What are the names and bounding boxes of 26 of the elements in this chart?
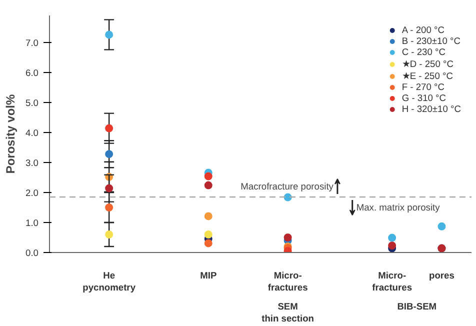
y-tick-label: 2.0 [26, 188, 38, 198]
legend-label: G - 310 °C [402, 93, 446, 103]
legend-label: ★E - 250 °C [402, 70, 453, 81]
x-tick-label: MIP [200, 270, 217, 280]
y-axis-title: Porosity vol% [4, 94, 18, 174]
legend-label: ★D - 250 °C [402, 58, 454, 69]
x-tick-label: Micro- fractures [372, 270, 412, 292]
legend-label: B - 230±10 °C [402, 36, 460, 46]
y-tick-label: 0.0 [26, 248, 38, 258]
y-tick-label: 6.0 [26, 68, 38, 78]
y-tick-label: 5.0 [26, 98, 38, 108]
text: SEM thin section [262, 302, 314, 324]
x-tick-label: He pycnometry [82, 270, 136, 292]
x-tick-label: pores [429, 270, 454, 280]
y-tick-label: 7.0 [26, 38, 38, 48]
legend-label: F - 270 °C [402, 82, 444, 92]
x-tick-label: Micro- fractures [268, 270, 308, 292]
y-tick-label: 4.0 [26, 128, 38, 138]
y-tick-label: 3.0 [26, 158, 38, 168]
text: BIB-SEM [397, 302, 437, 312]
legend-label: C - 230 °C [402, 47, 446, 57]
annotation: Macrofracture porosity [240, 182, 334, 192]
y-tick-label: 1.0 [26, 218, 38, 228]
legend-label: H - 320±10 °C [402, 104, 461, 114]
legend-label: A - 200 °C [402, 25, 444, 35]
annotation: Max. matrix porosity [356, 202, 440, 212]
